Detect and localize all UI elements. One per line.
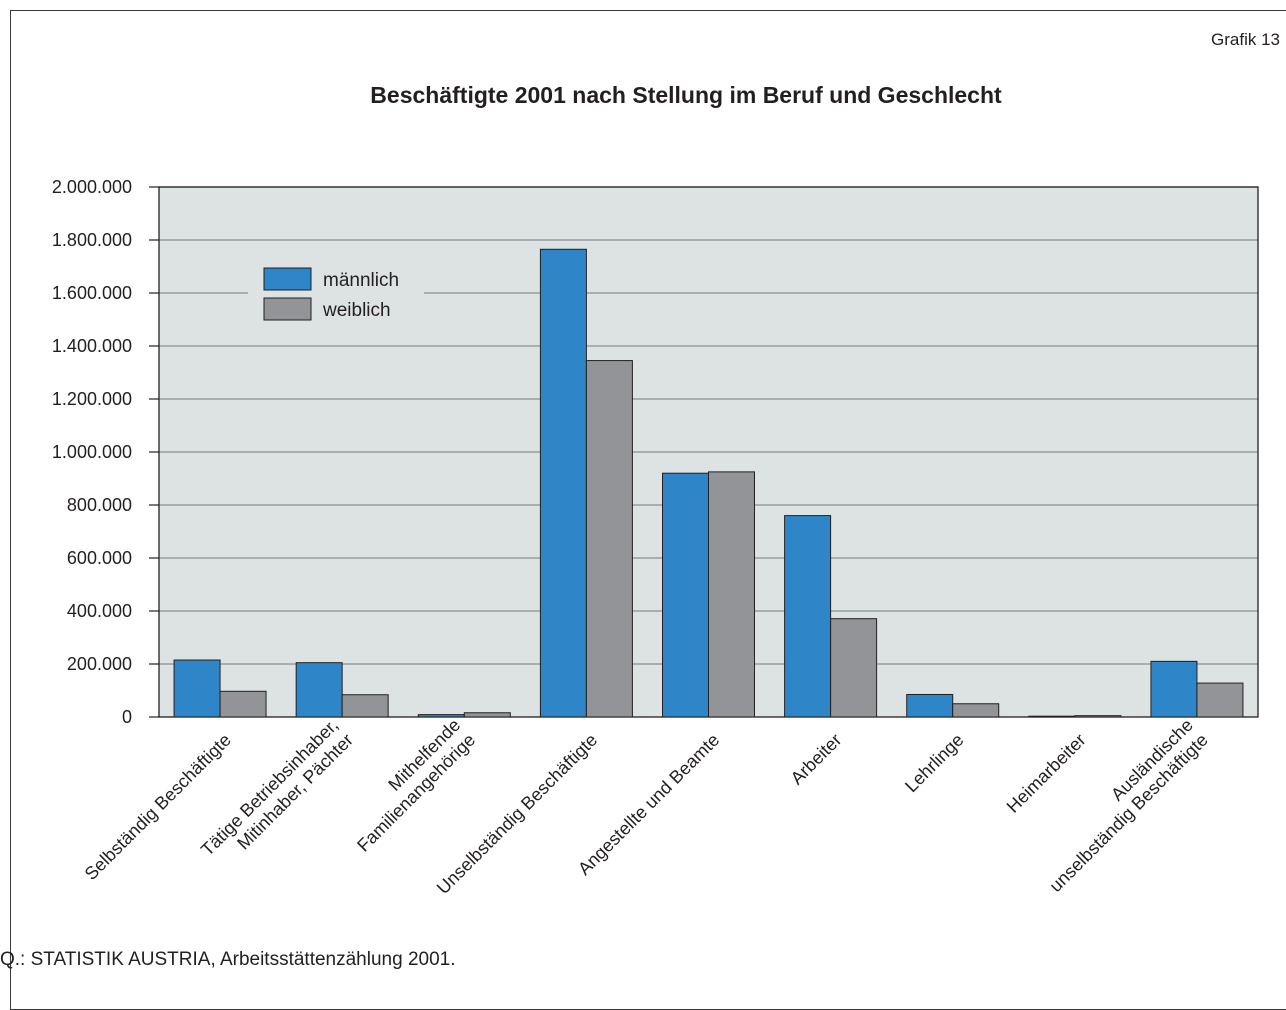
y-tick-label: 600.000 [67,548,132,568]
y-tick-label: 1.200.000 [52,389,132,409]
legend-label: männlich [323,270,399,291]
bar-weiblich [708,471,755,718]
figure-number: Grafik 13 [1211,30,1280,49]
legend-swatch [263,297,312,321]
bar-weiblich [1196,682,1244,718]
bar-chart: 0 200.000 400.000 600.000 800.000 1.000.000 1.… [52,177,1259,898]
legend-label: weiblich [322,300,391,321]
y-tick-label: 1.600.000 [52,283,132,303]
bar-maennlich [1150,660,1198,718]
legend-swatch [263,267,312,291]
y-tick-label: 1.400.000 [52,336,132,356]
bar-maennlich [539,248,587,718]
bar-weiblich [1074,715,1122,718]
bar-weiblich [585,360,633,718]
source-note: Q.: STATISTIK AUSTRIA, Arbeitsstättenzäh… [0,949,456,970]
x-tick-label: Lehrlinge [901,730,968,797]
bar-weiblich [830,618,878,718]
y-tick-label: 200.000 [67,654,132,674]
y-tick-label: 1.000.000 [52,442,132,462]
x-tick-label: Heimarbeiter [1003,730,1090,817]
bar-maennlich [1028,715,1076,718]
bar-maennlich [295,662,343,718]
bar-weiblich [463,712,511,718]
chart-title: Beschäftigte 2001 nach Stellung im Beruf… [370,82,1002,108]
bar-weiblich [219,690,267,718]
bar-maennlich [662,472,709,718]
x-tick-label: Angestellte und Beamte [574,730,723,879]
y-tick-label: 800.000 [67,495,132,515]
x-tick-label: Ausländischeunselbständig Beschäftigte [1031,715,1212,896]
bar-weiblich [952,703,1000,718]
y-tick-label: 400.000 [67,601,132,621]
x-tick-label: Arbeiter [787,730,846,789]
bar-maennlich [417,714,465,718]
x-tick-label: Selbständig Beschäftigte [81,730,235,884]
bar-weiblich [341,694,389,718]
y-tick-label: 2.000.000 [52,177,132,197]
bar-maennlich [906,693,954,718]
x-tick-label: MithelfendeFamilienangehörige [338,715,479,856]
y-tick-label: 0 [122,707,132,727]
y-tick-label: 1.800.000 [52,230,132,250]
bar-maennlich [784,515,832,718]
bar-maennlich [173,659,221,718]
